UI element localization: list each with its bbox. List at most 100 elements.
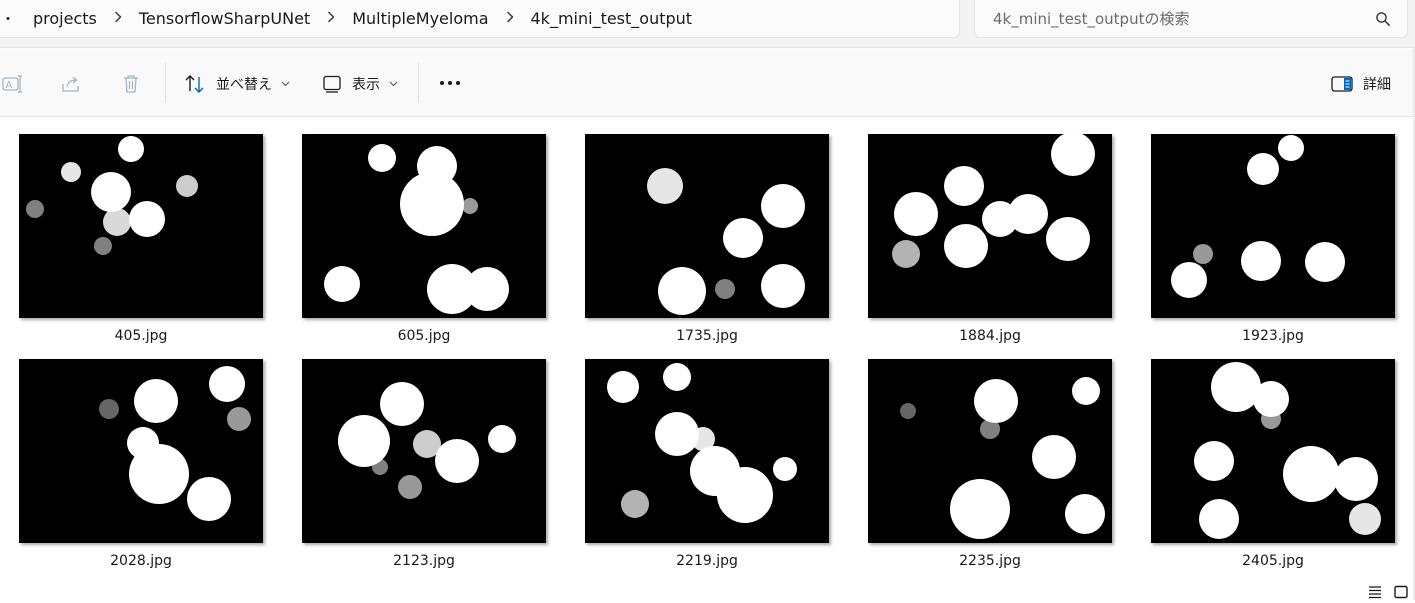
address-bar-row: ・ projects TensorflowSharpUNet MultipleM… <box>0 0 1415 48</box>
details-pane-button[interactable]: 詳細 <box>1331 69 1391 99</box>
cell-blob <box>1032 435 1076 479</box>
file-thumbnail[interactable] <box>585 359 829 543</box>
segmentation-mask-image <box>585 359 829 543</box>
chevron-right-icon[interactable] <box>97 11 139 27</box>
cell-blob <box>663 363 691 391</box>
file-thumbnail[interactable] <box>585 134 829 318</box>
file-thumbnail[interactable] <box>1151 134 1395 318</box>
file-item[interactable]: 1735.jpg <box>585 134 829 344</box>
file-item[interactable]: 2235.jpg <box>868 359 1112 569</box>
rename-icon[interactable]: A <box>0 71 26 97</box>
chevron-right-icon[interactable] <box>489 11 531 27</box>
file-item[interactable]: 1884.jpg <box>868 134 1112 344</box>
cell-blob <box>1305 242 1345 282</box>
cell-blob <box>1261 409 1281 429</box>
cell-blob <box>894 192 938 236</box>
cell-blob <box>1072 377 1100 405</box>
cell-blob <box>1193 244 1213 264</box>
cell-blob <box>1008 194 1048 234</box>
cell-blob <box>372 459 388 475</box>
toolbar-divider <box>418 63 419 103</box>
chevron-down-icon <box>281 81 290 87</box>
cell-blob <box>761 184 805 228</box>
chevron-down-icon <box>389 81 398 87</box>
file-thumbnail[interactable] <box>1151 359 1395 543</box>
cell-blob <box>488 425 516 453</box>
cell-blob <box>227 407 251 431</box>
cell-blob <box>103 208 131 236</box>
chevron-right-icon[interactable] <box>310 11 352 27</box>
file-item[interactable]: 605.jpg <box>302 134 546 344</box>
large-icons-view-icon[interactable] <box>1393 584 1409 599</box>
file-item[interactable]: 405.jpg <box>19 134 263 344</box>
file-item[interactable]: 2123.jpg <box>302 359 546 569</box>
file-name: 405.jpg <box>114 328 168 344</box>
breadcrumb-4k-mini-test-output[interactable]: 4k_mini_test_output <box>530 9 693 28</box>
cell-blob <box>658 267 706 315</box>
file-name: 2219.jpg <box>676 553 738 569</box>
toolbar-divider <box>165 63 166 103</box>
cell-blob <box>26 200 44 218</box>
file-thumbnail[interactable] <box>302 359 546 543</box>
view-icon <box>323 75 341 93</box>
view-button[interactable]: 表示 <box>322 69 398 99</box>
cell-blob <box>209 366 245 402</box>
cell-blob <box>900 403 916 419</box>
file-thumbnail[interactable] <box>302 134 546 318</box>
delete-icon[interactable] <box>118 71 144 97</box>
file-item[interactable]: 2405.jpg <box>1151 359 1395 569</box>
file-list-pane[interactable]: 405.jpg 605.jpg 1735.jpg 1884.jpg 1923.jpg 20… <box>0 118 1415 600</box>
segmentation-mask-image <box>1151 134 1395 318</box>
file-item[interactable]: 2219.jpg <box>585 359 829 569</box>
segmentation-mask-image <box>302 134 546 318</box>
share-icon[interactable] <box>58 71 84 97</box>
scrollbar-track[interactable] <box>1413 48 1415 600</box>
file-name: 2028.jpg <box>110 553 172 569</box>
cell-blob <box>1349 503 1381 535</box>
search-icon[interactable] <box>1375 11 1391 27</box>
cell-blob <box>723 218 763 258</box>
breadcrumb-overflow[interactable]: ・ <box>1 11 15 28</box>
cell-blob <box>368 144 396 172</box>
cell-blob <box>176 175 198 197</box>
cell-blob <box>398 475 422 499</box>
search-input[interactable] <box>991 7 1365 31</box>
cell-blob <box>129 201 165 237</box>
segmentation-mask-image <box>19 134 263 318</box>
cell-blob <box>717 467 773 523</box>
breadcrumb-tensorflowsharpunet[interactable]: TensorflowSharpUNet <box>138 9 311 28</box>
file-name: 1884.jpg <box>959 328 1021 344</box>
segmentation-mask-image <box>585 134 829 318</box>
file-thumbnail[interactable] <box>868 134 1112 318</box>
details-view-icon[interactable] <box>1367 584 1383 599</box>
segmentation-mask-image <box>868 359 1112 543</box>
cell-blob <box>99 399 119 419</box>
command-bar: A 並べ替え 表示 詳細 <box>0 49 1415 117</box>
cell-blob <box>465 267 509 311</box>
breadcrumb-projects[interactable]: projects <box>33 9 97 28</box>
breadcrumb[interactable]: ・ projects TensorflowSharpUNet MultipleM… <box>0 0 960 38</box>
sort-button[interactable]: 並べ替え <box>184 69 290 99</box>
cell-blob <box>91 172 131 212</box>
cell-blob <box>1334 457 1378 501</box>
file-thumbnail[interactable] <box>868 359 1112 543</box>
search-box[interactable] <box>974 0 1408 38</box>
details-pane-icon <box>1331 76 1353 92</box>
breadcrumb-multiplemyeloma[interactable]: MultipleMyeloma <box>352 9 489 28</box>
file-name: 2123.jpg <box>393 553 455 569</box>
file-item[interactable]: 1923.jpg <box>1151 134 1395 344</box>
cell-blob <box>400 172 464 236</box>
cell-blob <box>61 162 81 182</box>
file-name: 1923.jpg <box>1242 328 1304 344</box>
file-item[interactable]: 2028.jpg <box>19 359 263 569</box>
cell-blob <box>647 168 683 204</box>
cell-blob <box>655 412 699 456</box>
cell-blob <box>338 415 390 467</box>
file-name: 2235.jpg <box>959 553 1021 569</box>
file-thumbnail[interactable] <box>19 134 263 318</box>
segmentation-mask-image <box>302 359 546 543</box>
cell-blob <box>980 419 1000 439</box>
more-options-button[interactable] <box>436 71 464 95</box>
cell-blob <box>691 427 715 451</box>
file-thumbnail[interactable] <box>19 359 263 543</box>
